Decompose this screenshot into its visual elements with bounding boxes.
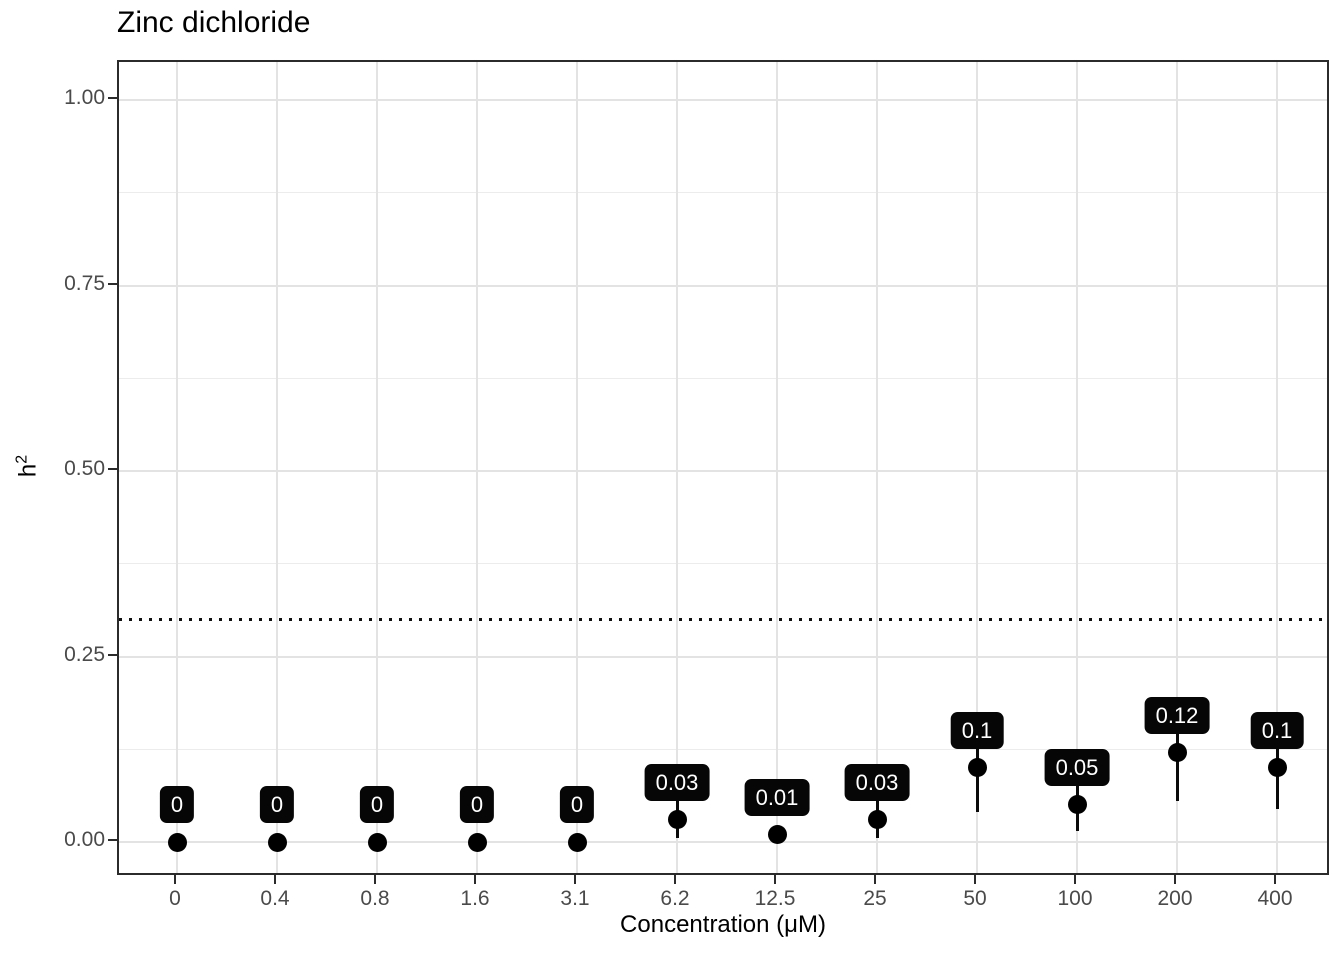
data-point	[1267, 758, 1287, 778]
x-tick-label: 12.5	[754, 887, 796, 910]
point-value-label: 0	[359, 786, 395, 823]
data-point	[1167, 743, 1187, 763]
gridline-major-vertical	[576, 62, 578, 873]
x-tick-mark	[474, 875, 476, 884]
x-tick-mark	[1174, 875, 1176, 884]
y-tick-label: 0.50	[64, 457, 105, 480]
data-point	[667, 810, 687, 830]
x-tick-label: 200	[1157, 887, 1193, 910]
data-point	[767, 825, 787, 845]
x-tick-label: 3.1	[560, 887, 590, 910]
gridline-major-vertical	[376, 62, 378, 873]
point-value-label: 0.03	[644, 763, 710, 801]
x-tick-mark	[974, 875, 976, 884]
gridline-major-horizontal	[119, 99, 1327, 101]
gridline-major-horizontal	[119, 470, 1327, 472]
y-tick-label: 1.00	[64, 86, 105, 109]
gridline-minor-horizontal	[119, 377, 1327, 379]
point-value-label: 0.1	[950, 711, 1004, 749]
y-axis-title: h2	[14, 455, 43, 477]
point-value-label: 0.1	[1250, 711, 1304, 749]
point-value-label: 0.05	[1044, 748, 1110, 786]
y-tick-mark	[108, 97, 117, 99]
gridline-major-vertical	[1176, 62, 1178, 873]
plot-title: Zinc dichloride	[117, 6, 311, 39]
plot-panel: 0 0 0 0 0 0.03 0.01 0.03 0.1 0.05 0.12 0.1	[117, 60, 1329, 875]
point-value-label: 0	[259, 786, 295, 823]
data-point	[267, 832, 287, 852]
data-point	[167, 832, 187, 852]
x-tick-mark	[874, 875, 876, 884]
x-tick-mark	[374, 875, 376, 884]
x-tick-label: 25	[863, 887, 887, 910]
y-tick-label: 0.75	[64, 271, 105, 295]
x-tick-mark	[274, 875, 276, 884]
x-tick-mark	[1274, 875, 1276, 884]
gridline-major-vertical	[476, 62, 478, 873]
gridline-major-vertical	[276, 62, 278, 873]
x-tick-label: 6.2	[660, 887, 690, 910]
x-tick-mark	[674, 875, 676, 884]
x-tick-label: 400	[1257, 887, 1293, 910]
gridline-minor-horizontal	[119, 748, 1327, 750]
y-tick-mark	[108, 282, 117, 285]
y-tick-mark	[108, 468, 117, 470]
y-tick-mark	[108, 839, 117, 841]
point-value-label: 0.03	[844, 763, 910, 801]
threshold-line	[119, 617, 1327, 621]
data-point	[467, 832, 487, 852]
gridline-major-vertical	[776, 62, 778, 873]
gridline-major-horizontal	[119, 655, 1327, 658]
data-point	[567, 832, 587, 852]
point-value-label: 0	[459, 786, 495, 823]
gridline-major-horizontal	[119, 284, 1327, 287]
x-tick-mark	[1074, 875, 1076, 884]
data-point	[967, 758, 987, 778]
x-axis-title: Concentration (μM)	[620, 911, 826, 938]
y-axis-title-superscript: 2	[13, 454, 31, 464]
y-axis-title-base: h	[14, 463, 42, 478]
gridline-major-vertical	[876, 62, 878, 873]
x-tick-label: 1.6	[460, 887, 490, 910]
x-tick-label: 0.8	[360, 887, 390, 910]
x-tick-label: 100	[1057, 887, 1093, 910]
gridline-major-vertical	[676, 62, 678, 873]
x-tick-mark	[574, 875, 576, 884]
point-value-label: 0.01	[744, 778, 810, 816]
x-tick-mark	[774, 875, 776, 884]
data-point	[1067, 795, 1087, 815]
x-tick-mark	[174, 875, 176, 884]
gridline-major-vertical	[1076, 62, 1078, 873]
x-tick-label: 0	[169, 887, 181, 910]
gridline-major-vertical	[1276, 62, 1278, 873]
gridline-minor-horizontal	[119, 563, 1327, 565]
point-value-label: 0.12	[1144, 696, 1210, 734]
x-tick-label: 0.4	[260, 887, 290, 910]
gridline-major-horizontal	[119, 841, 1327, 843]
x-tick-label: 50	[963, 887, 987, 910]
data-point	[867, 810, 887, 830]
y-tick-mark	[108, 653, 117, 656]
y-tick-label: 0.25	[64, 642, 105, 666]
gridline-minor-horizontal	[119, 192, 1327, 194]
gridline-major-vertical	[976, 62, 978, 873]
point-value-label: 0	[559, 786, 595, 823]
data-point	[367, 832, 387, 852]
gridline-major-vertical	[176, 62, 178, 873]
y-tick-label: 0.00	[64, 828, 105, 851]
point-value-label: 0	[159, 786, 195, 823]
